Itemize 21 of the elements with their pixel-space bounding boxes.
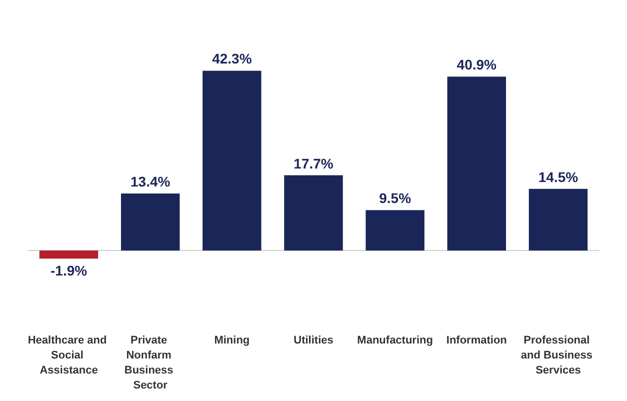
bar [528, 188, 588, 250]
x-tick-label: Mining [214, 334, 250, 346]
x-tick-label: Professional and Business Services [520, 334, 596, 376]
data-label: 42.3% [212, 50, 252, 67]
data-label: 14.5% [538, 168, 579, 185]
data-label: 17.7% [294, 155, 334, 172]
data-label: -1.9% [50, 262, 88, 279]
x-tick-label: Utilities [294, 334, 334, 346]
bar [366, 210, 424, 250]
data-label: 13.4% [130, 174, 171, 190]
x-tick-label: Healthcare and Social Assistance [28, 334, 110, 376]
bar [120, 194, 180, 250]
x-tick-label: Manufacturing [357, 334, 433, 346]
bar [447, 76, 506, 250]
bar [39, 250, 98, 259]
bar [202, 70, 262, 250]
data-label: 9.5% [379, 190, 412, 206]
x-tick-label: Information [446, 334, 508, 346]
data-label: 40.9% [456, 56, 498, 73]
x-tick-label: Private Nonfarm Business Sector [124, 334, 176, 392]
bar [284, 175, 343, 250]
